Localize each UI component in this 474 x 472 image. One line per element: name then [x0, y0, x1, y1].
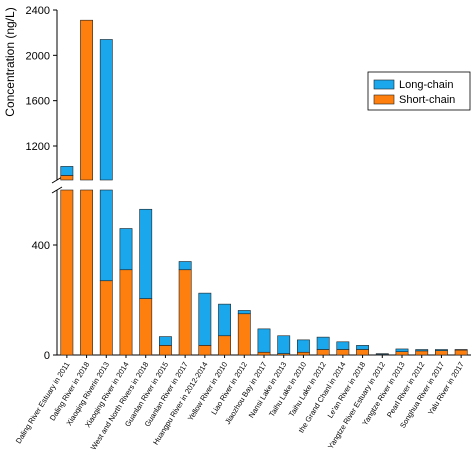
bar-short-chain [316, 349, 330, 356]
bar-short-chain [119, 269, 133, 356]
bar-long-chain [356, 345, 369, 350]
bar-long-chain [454, 349, 468, 351]
bar-long-chain [178, 261, 192, 271]
bar-long-chain [119, 228, 133, 271]
bar-short-chain [415, 350, 429, 356]
bar-long-chain [99, 39, 113, 181]
bar-short-chain [218, 335, 231, 356]
axes-layer [51, 9, 471, 358]
bar-short-chain [435, 350, 448, 356]
bar-short-chain [80, 19, 93, 181]
y-tick-label: 1600 [26, 96, 50, 108]
y-tick-label: 2400 [26, 5, 50, 17]
bar-long-chain [336, 341, 350, 350]
bars-layer [60, 19, 468, 356]
y-tick-label: 0 [44, 350, 50, 362]
bar-short-chain [454, 349, 468, 356]
legend-swatch-short-chain [373, 94, 395, 105]
legend-label-short-chain: Short-chain [399, 94, 455, 106]
bar-long-chain [297, 339, 310, 353]
bar-short-chain [99, 280, 113, 356]
bar-short-chain [159, 345, 172, 356]
y-tick-label: 1200 [26, 141, 50, 153]
bar-short-chain [60, 175, 74, 181]
bar-long-chain [415, 349, 429, 352]
axis-break-mark [51, 176, 63, 184]
bar-long-chain [198, 292, 212, 346]
bar-short-chain [80, 189, 93, 356]
bar-short-chain [178, 269, 192, 356]
legend-label-long-chain: Long-chain [399, 79, 453, 91]
bar-short-chain [139, 298, 153, 356]
bar-long-chain [277, 335, 291, 354]
bar-short-chain [336, 349, 350, 356]
bar-long-chain [99, 189, 113, 282]
y-tick-label: 400 [32, 240, 50, 252]
bar-short-chain [356, 349, 369, 356]
bar-long-chain [159, 336, 172, 346]
bar-long-chain [375, 353, 389, 355]
y-tick-label: 2000 [26, 50, 50, 62]
bar-short-chain [395, 351, 409, 356]
x-tick-label: Yalu River in 2017 [426, 360, 466, 416]
legend-swatch-long-chain [373, 79, 395, 90]
bar-long-chain [257, 328, 271, 353]
bar-short-chain [198, 345, 212, 356]
bar-short-chain [237, 313, 251, 356]
y-axis-title: Concentration (ng/L) [3, 7, 17, 116]
bar-long-chain [435, 349, 448, 351]
bar-long-chain [316, 336, 330, 350]
bar-long-chain [139, 208, 153, 299]
legend: Long-chain Short-chain [367, 71, 471, 111]
bar-short-chain [60, 189, 74, 356]
bar-long-chain [237, 310, 251, 315]
bar-short-chain [257, 351, 271, 356]
bar-long-chain [395, 348, 409, 353]
bar-long-chain [60, 166, 74, 176]
axis-break-mark [51, 186, 63, 194]
bar-long-chain [218, 303, 231, 337]
bar-short-chain [297, 351, 310, 356]
